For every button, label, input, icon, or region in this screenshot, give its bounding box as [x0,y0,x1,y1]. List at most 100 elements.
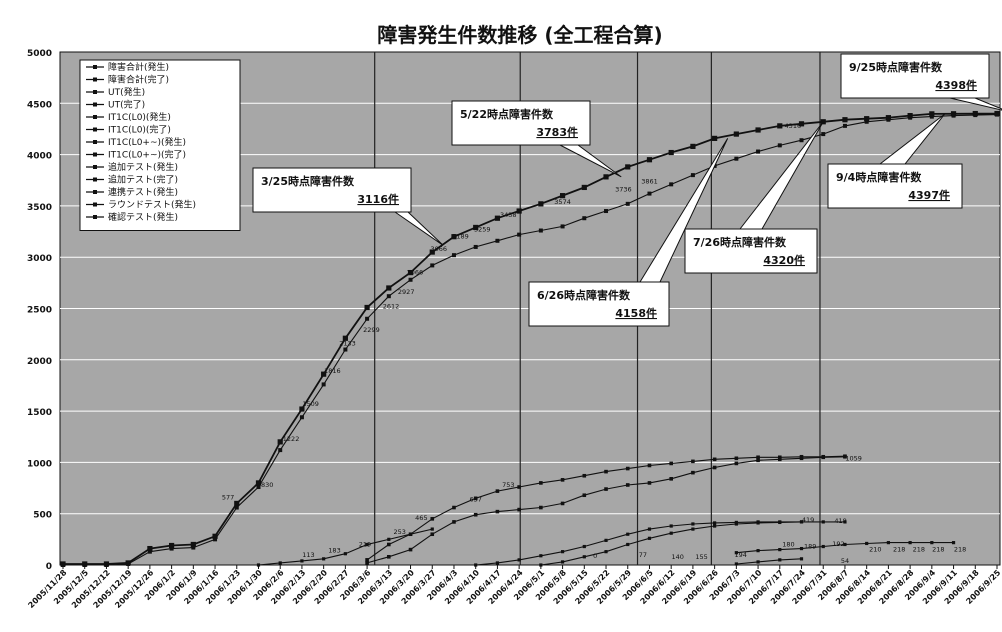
data-point [126,561,131,566]
data-point [255,480,262,486]
legend-entry: 追加テスト(完了) [108,174,178,186]
point-value-label: 419 [802,516,814,524]
data-point [582,473,587,478]
data-point [625,483,630,487]
data-point [951,113,956,118]
data-point [755,127,761,133]
data-point [430,517,435,521]
data-point [929,111,935,117]
data-point [712,457,717,462]
data-point [691,527,695,531]
data-point [864,116,870,122]
legend-entry: IT1C(L0)(発生) [108,111,171,123]
data-point [756,458,760,463]
data-point [604,550,608,554]
callout-box [684,228,818,274]
data-point [756,521,760,525]
data-point [842,117,848,123]
data-point [452,520,456,524]
data-point [799,557,804,561]
legend-entry: 障害合計(発生) [108,61,169,73]
data-point [560,550,565,554]
data-point [604,209,609,214]
point-value-label: 465 [415,514,427,522]
data-point [451,253,456,258]
data-point [343,552,347,556]
data-point [386,294,391,299]
data-point [733,131,739,137]
data-point [408,547,413,552]
data-point [387,554,391,559]
legend-box [79,59,241,231]
data-point [930,541,934,545]
point-value-label: 3574 [554,198,571,206]
point-value-label: 218 [893,546,905,554]
data-point [517,558,521,562]
data-point [713,521,717,525]
point-value-label: 54 [841,557,849,565]
data-point [582,555,586,559]
point-label-layer: 577 830 1222 1509 1816 2133 2299 2612 2927 3066 30… [222,122,966,565]
data-point [907,113,913,119]
legend-entry: UT(発生) [108,86,145,98]
data-point [690,143,696,149]
data-point [995,112,999,117]
legend-swatch-marker [93,177,97,182]
point-value-label: 1816 [324,367,341,375]
data-point [864,119,869,124]
data-point [278,561,282,565]
data-point [299,406,305,412]
data-point [886,117,891,122]
callout-title: 6/26時点障害件数 [537,288,631,302]
data-point [973,113,978,118]
data-point [430,263,435,268]
data-point [778,520,782,525]
y-tick-label: 2500 [27,306,52,316]
data-point [647,536,652,540]
data-point [342,335,348,341]
data-point [626,542,630,547]
data-point [756,549,760,553]
data-point [604,487,608,491]
data-point [713,524,717,528]
data-point [213,537,218,542]
data-point [582,544,586,549]
data-point [647,463,652,468]
data-point [365,558,369,562]
point-value-label: 0 [593,552,597,560]
point-value-label: 218 [913,546,925,554]
data-point [778,548,782,552]
data-point [799,546,804,551]
callout-box [252,167,412,213]
legend-swatch-marker [93,127,97,132]
y-tick-label: 5000 [27,49,52,59]
data-point [147,545,153,552]
y-tick-label: 3000 [27,254,52,264]
y-tick-label: 4000 [27,152,52,162]
callout-value: 4320件 [763,253,805,267]
legend-swatch-marker [93,65,97,69]
data-point [885,115,891,121]
data-point [821,455,826,460]
data-point [821,544,825,549]
y-tick-label: 2000 [27,357,52,367]
data-point [669,524,673,528]
series-line [63,112,997,565]
callout-box [451,100,591,146]
data-point [734,456,739,461]
data-point [365,561,369,565]
data-point [560,478,565,482]
callout-value: 3116件 [357,192,399,206]
data-point [951,541,956,545]
data-point [603,174,609,180]
y-tick-label: 1000 [27,459,52,469]
data-point [407,269,414,276]
data-point [517,232,522,237]
data-point [517,507,521,512]
data-point [734,562,738,566]
data-point [495,489,500,493]
data-point [777,123,783,129]
legend-swatch-marker [93,90,97,94]
data-point [581,184,587,191]
data-point [777,457,782,462]
